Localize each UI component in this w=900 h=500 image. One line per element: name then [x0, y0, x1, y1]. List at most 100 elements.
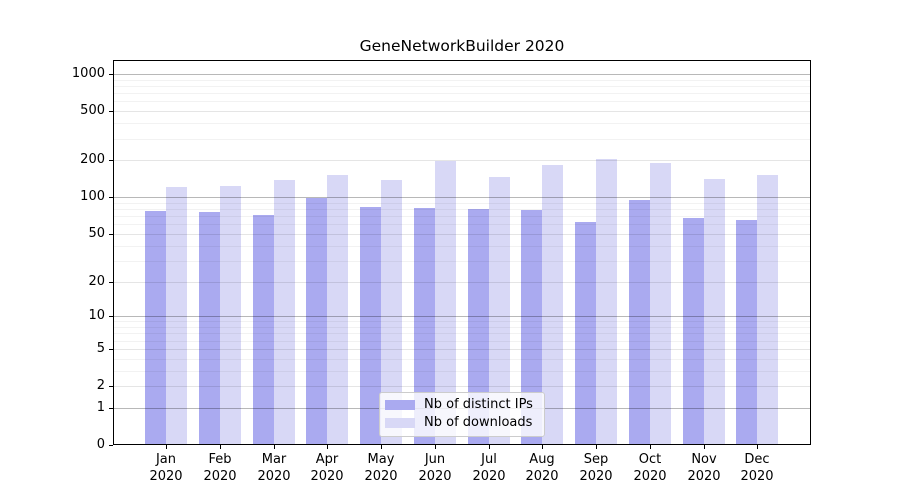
- legend-swatch-distinct-ips: [385, 399, 415, 410]
- gridline-minor: [113, 246, 811, 247]
- bar-nb-of-distinct-ips-sep-2020: [575, 222, 596, 445]
- x-tick-jan-2020: [166, 445, 167, 449]
- bar-nb-of-downloads-may-2020: [381, 180, 402, 445]
- bar-nb-of-downloads-jun-2020: [435, 161, 456, 445]
- x-tick-dec-2020: [757, 445, 758, 449]
- axis-spine-left: [113, 60, 114, 445]
- bar-nb-of-distinct-ips-aug-2020: [521, 210, 542, 445]
- x-tick-nov-2020: [704, 445, 705, 449]
- axis-spine-top: [113, 60, 811, 61]
- gridline-minor: [113, 333, 811, 334]
- x-tick-label-apr-2020: Apr 2020: [310, 452, 344, 484]
- x-tick-label-aug-2020: Aug 2020: [525, 452, 559, 484]
- gridline-2: [113, 386, 811, 387]
- y-tick-label-0: 0: [96, 437, 105, 452]
- y-tick-label-1: 1: [96, 400, 105, 415]
- axis-spine-bottom: [113, 444, 811, 445]
- gridline-minor: [113, 139, 811, 140]
- y-tick-label-2: 2: [96, 378, 105, 393]
- bar-nb-of-downloads-apr-2020: [327, 175, 348, 445]
- legend-label-distinct-ips: Nb of distinct IPs: [424, 397, 533, 412]
- y-tick-label-5: 5: [96, 341, 105, 356]
- x-tick-label-dec-2020: Dec 2020: [740, 452, 774, 484]
- bar-nb-of-distinct-ips-may-2020: [360, 207, 381, 445]
- bar-nb-of-distinct-ips-dec-2020: [736, 220, 757, 445]
- gridline-500: [113, 111, 811, 112]
- x-tick-oct-2020: [650, 445, 651, 449]
- chart-title: GeneNetworkBuilder 2020: [359, 37, 565, 55]
- bar-nb-of-downloads-mar-2020: [274, 180, 295, 445]
- bar-nb-of-downloads-nov-2020: [704, 179, 725, 445]
- bar-nb-of-distinct-ips-jul-2020: [468, 209, 489, 445]
- gridline-20: [113, 282, 811, 283]
- gridline-minor: [113, 86, 811, 87]
- x-tick-label-oct-2020: Oct 2020: [633, 452, 667, 484]
- legend-entry-downloads: Nb of downloads: [385, 415, 536, 430]
- y-tick-1000: [109, 74, 113, 75]
- gridline-minor: [113, 209, 811, 210]
- y-tick-0: [109, 445, 113, 446]
- y-tick-50: [109, 234, 113, 235]
- y-tick-label-10: 10: [88, 308, 105, 323]
- gridline-10: [113, 316, 811, 317]
- gridline-minor: [113, 203, 811, 204]
- y-tick-label-100: 100: [80, 189, 105, 204]
- gridline-5: [113, 349, 811, 350]
- x-tick-label-feb-2020: Feb 2020: [203, 452, 237, 484]
- x-tick-sep-2020: [596, 445, 597, 449]
- y-tick-200: [109, 160, 113, 161]
- gridline-minor: [113, 321, 811, 322]
- gridline-minor: [113, 101, 811, 102]
- x-tick-jul-2020: [489, 445, 490, 449]
- gridline-50: [113, 234, 811, 235]
- bar-nb-of-distinct-ips-jun-2020: [414, 208, 435, 445]
- gridline-minor: [113, 93, 811, 94]
- bar-nb-of-downloads-jul-2020: [489, 177, 510, 445]
- x-tick-label-may-2020: May 2020: [364, 452, 398, 484]
- plot-area: Nb of distinct IPs Nb of downloads 0 1 2 5 1…: [72, 60, 811, 484]
- y-tick-1: [109, 408, 113, 409]
- bar-nb-of-downloads-feb-2020: [220, 186, 241, 445]
- y-tick-500: [109, 111, 113, 112]
- x-tick-label-jan-2020: Jan 2020: [149, 452, 183, 484]
- x-tick-label-sep-2020: Sep 2020: [579, 452, 613, 484]
- gridline-minor: [113, 371, 811, 372]
- x-tick-label-nov-2020: Nov 2020: [687, 452, 721, 484]
- bar-nb-of-downloads-oct-2020: [650, 163, 671, 445]
- y-tick-label-500: 500: [80, 103, 105, 118]
- x-tick-mar-2020: [274, 445, 275, 449]
- gridline-minor: [113, 341, 811, 342]
- axis-spine-right: [810, 60, 811, 445]
- y-tick-label-1000: 1000: [71, 66, 105, 81]
- bar-nb-of-downloads-dec-2020: [757, 175, 778, 445]
- y-tick-label-20: 20: [88, 274, 105, 289]
- gridline-200: [113, 160, 811, 161]
- x-tick-aug-2020: [542, 445, 543, 449]
- gridline-minor: [113, 123, 811, 124]
- gridline-100: [113, 197, 811, 198]
- legend-entry-distinct-ips: Nb of distinct IPs: [385, 397, 536, 412]
- bar-nb-of-downloads-jan-2020: [166, 187, 187, 445]
- bar-nb-of-distinct-ips-feb-2020: [199, 212, 220, 445]
- gridline-minor: [113, 80, 811, 81]
- gridline-minor: [113, 327, 811, 328]
- legend-swatch-downloads: [385, 417, 415, 428]
- legend: Nb of distinct IPs Nb of downloads: [379, 392, 545, 437]
- y-tick-2: [109, 386, 113, 387]
- y-tick-100: [109, 197, 113, 198]
- bar-nb-of-distinct-ips-apr-2020: [306, 198, 327, 445]
- y-tick-label-50: 50: [88, 226, 105, 241]
- x-tick-feb-2020: [220, 445, 221, 449]
- gridline-minor: [113, 216, 811, 217]
- gridline-minor: [113, 224, 811, 225]
- bar-nb-of-distinct-ips-nov-2020: [683, 218, 704, 445]
- bar-nb-of-distinct-ips-jan-2020: [145, 211, 166, 445]
- x-tick-label-mar-2020: Mar 2020: [257, 452, 291, 484]
- gridline-minor: [113, 261, 811, 262]
- bar-nb-of-downloads-aug-2020: [542, 165, 563, 445]
- bar-nb-of-downloads-sep-2020: [596, 159, 617, 445]
- x-tick-label-jul-2020: Jul 2020: [472, 452, 506, 484]
- bar-nb-of-distinct-ips-oct-2020: [629, 200, 650, 445]
- y-tick-5: [109, 349, 113, 350]
